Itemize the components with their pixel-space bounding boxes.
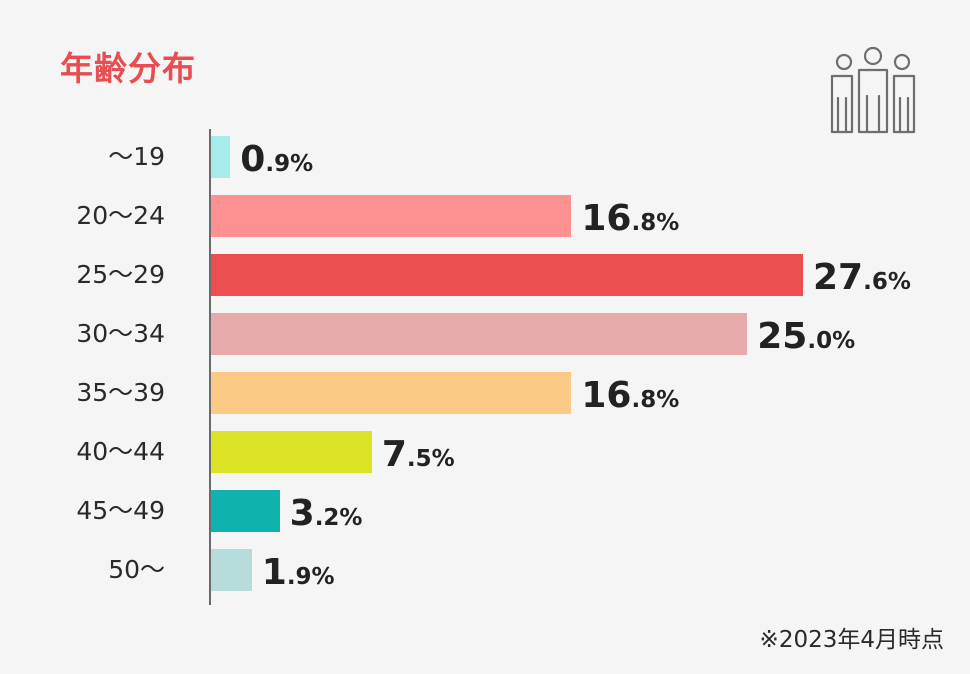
category-label: 25〜29 (76, 260, 165, 289)
value-label: 25.0% (757, 313, 855, 357)
bar (211, 136, 231, 178)
value-label: 3.2% (290, 490, 363, 534)
value-integer: 16 (581, 198, 632, 239)
value-integer: 0 (240, 139, 266, 180)
bar-row: 25〜29 27.6% (0, 254, 970, 298)
value-label: 7.5% (382, 431, 455, 475)
category-label: 40〜44 (76, 437, 165, 466)
bar (211, 490, 280, 532)
value-integer: 3 (289, 493, 315, 534)
value-label: 1.9% (262, 549, 335, 593)
bar (211, 313, 748, 355)
value-integer: 25 (757, 316, 808, 357)
y-axis-line (209, 129, 211, 605)
chart-title: 年齢分布 (60, 49, 196, 88)
category-label: 〜19 (108, 142, 165, 171)
value-label: 27.6% (813, 254, 911, 298)
bar-row: 45〜49 3.2% (0, 490, 970, 534)
value-integer: 1 (261, 552, 287, 593)
value-decimal: .6% (863, 269, 911, 295)
value-decimal: .8% (631, 210, 680, 236)
category-label: 50〜 (108, 555, 165, 584)
value-decimal: .9% (286, 564, 335, 590)
bar (211, 549, 252, 591)
value-decimal: .9% (265, 151, 314, 177)
bar-row: 35〜39 16.8% (0, 372, 970, 416)
category-label: 45〜49 (76, 496, 165, 525)
bar-row: 〜19 0.9% (0, 136, 970, 180)
value-label: 16.8% (581, 372, 679, 416)
value-integer: 7 (381, 434, 407, 475)
value-decimal: .5% (406, 446, 455, 472)
bar (211, 254, 803, 296)
bar-row: 20〜24 16.8% (0, 195, 970, 239)
value-integer: 27 (813, 257, 864, 298)
value-decimal: .0% (807, 328, 856, 354)
people-group-icon (830, 46, 916, 134)
value-decimal: .8% (631, 387, 680, 413)
category-label: 30〜34 (76, 319, 165, 348)
bar (211, 431, 372, 473)
bar-row: 40〜44 7.5% (0, 431, 970, 475)
footnote: ※2023年4月時点 (759, 627, 944, 653)
bar (211, 195, 572, 237)
value-label: 16.8% (581, 195, 679, 239)
category-label: 20〜24 (76, 201, 165, 230)
value-integer: 16 (581, 375, 632, 416)
category-label: 35〜39 (76, 378, 165, 407)
bar (211, 372, 572, 414)
value-decimal: .2% (314, 505, 363, 531)
value-label: 0.9% (240, 136, 313, 180)
bar-row: 50〜 1.9% (0, 549, 970, 593)
bar-row: 30〜34 25.0% (0, 313, 970, 357)
